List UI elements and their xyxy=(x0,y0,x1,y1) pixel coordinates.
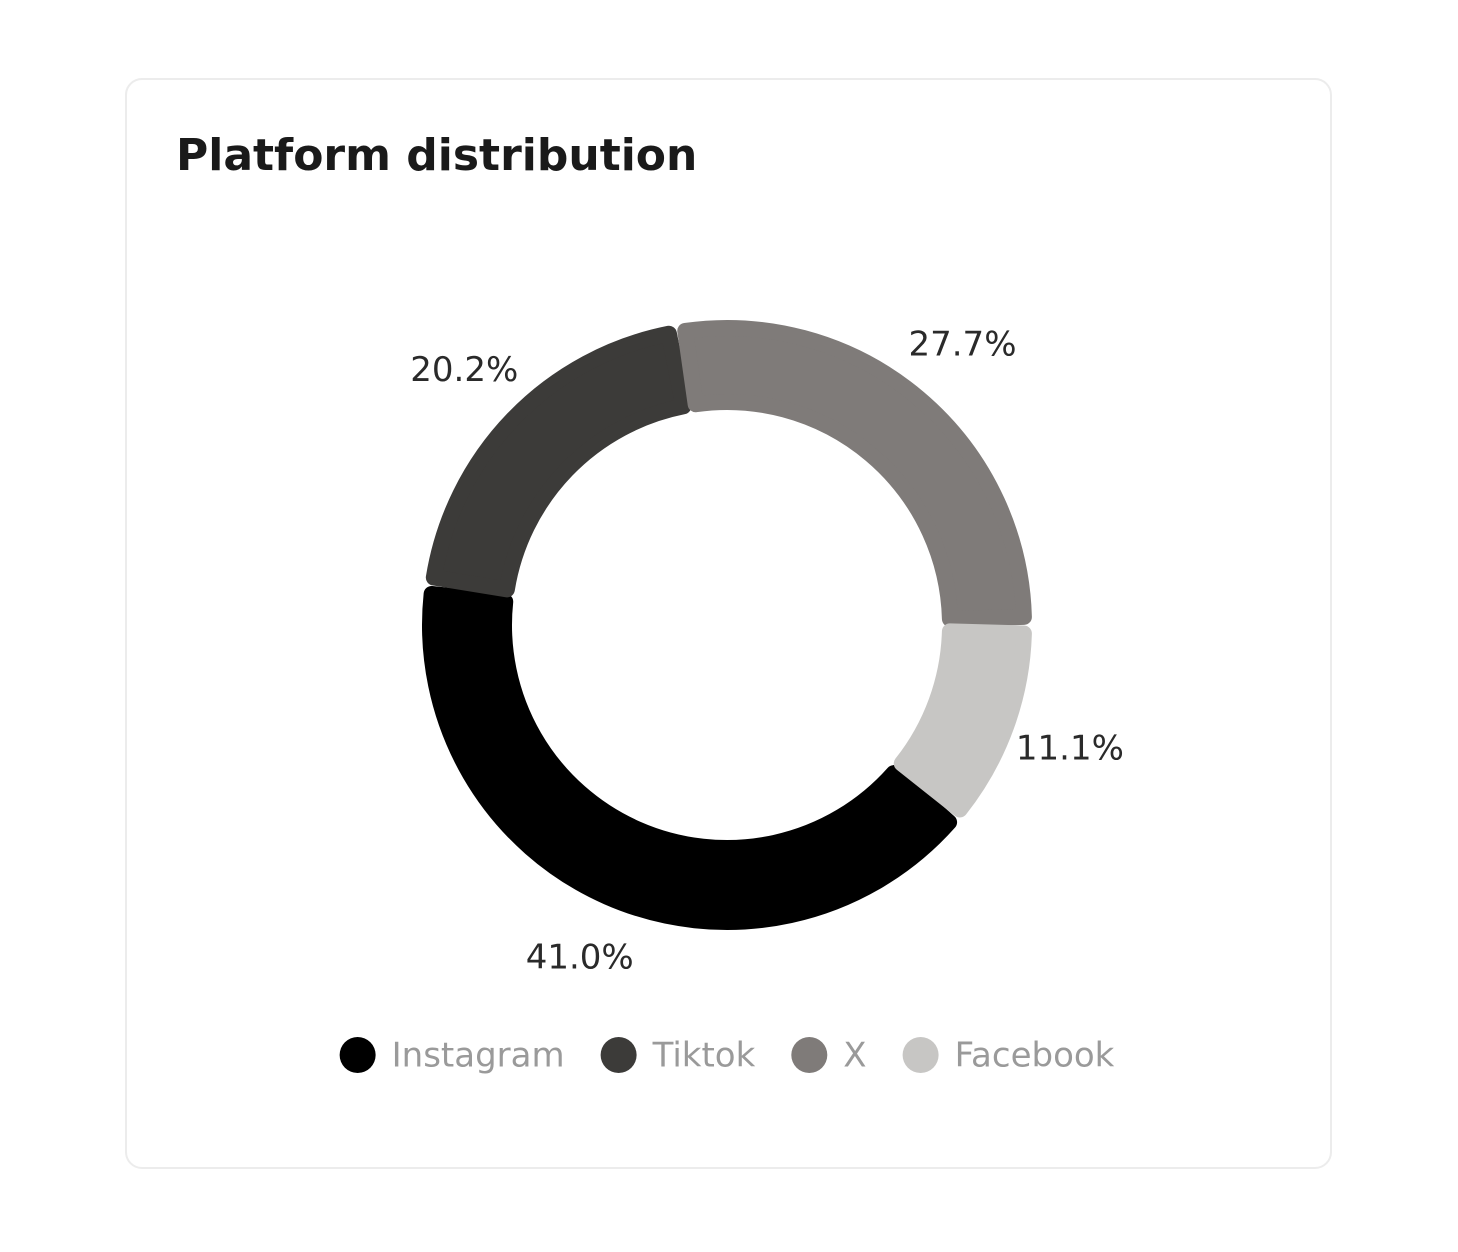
legend-label: Facebook xyxy=(955,1036,1115,1076)
data-label: 20.2% xyxy=(410,350,518,390)
legend-swatch xyxy=(791,1037,828,1073)
data-label: 41.0% xyxy=(526,937,634,977)
chart-title: Platform distribution xyxy=(176,130,697,181)
legend-swatch xyxy=(339,1037,376,1073)
data-label: 11.1% xyxy=(1016,728,1124,768)
card xyxy=(125,78,1332,1169)
donut-slice xyxy=(425,325,692,598)
legend-label: X xyxy=(843,1036,866,1076)
legend-label: Tiktok xyxy=(652,1036,756,1076)
legend-swatch xyxy=(902,1037,939,1073)
donut-slice xyxy=(677,320,1032,627)
donut-slice xyxy=(422,585,958,930)
legend-swatch xyxy=(600,1037,637,1073)
donut-slice xyxy=(893,623,1032,818)
data-label: 27.7% xyxy=(908,325,1016,365)
legend-label: Instagram xyxy=(392,1036,565,1076)
legend: Instagram Tiktok X Facebook xyxy=(339,1036,1115,1076)
